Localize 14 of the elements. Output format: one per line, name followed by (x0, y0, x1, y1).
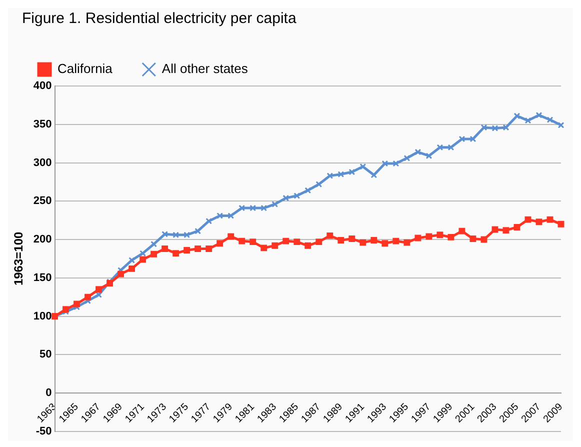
y-tick-label: 400 (33, 80, 52, 92)
y-tick-label: 300 (33, 156, 52, 169)
y-axis-title: 1963=100 (12, 232, 26, 286)
y-tick-label: 200 (33, 234, 52, 246)
y-tick-label: 350 (33, 118, 52, 130)
legend-label: All other states (162, 61, 248, 76)
y-tick-label: 250 (33, 195, 52, 208)
y-tick-label: 100 (33, 310, 52, 322)
y-tick-label: 50 (40, 348, 52, 361)
y-tick-label: 150 (33, 272, 52, 284)
legend-label: California (58, 61, 114, 76)
y-tick-label: 0 (46, 387, 52, 400)
y-tick-label: -50 (36, 425, 52, 438)
chart-title: Figure 1. Residential electricity per capita (21, 9, 298, 29)
